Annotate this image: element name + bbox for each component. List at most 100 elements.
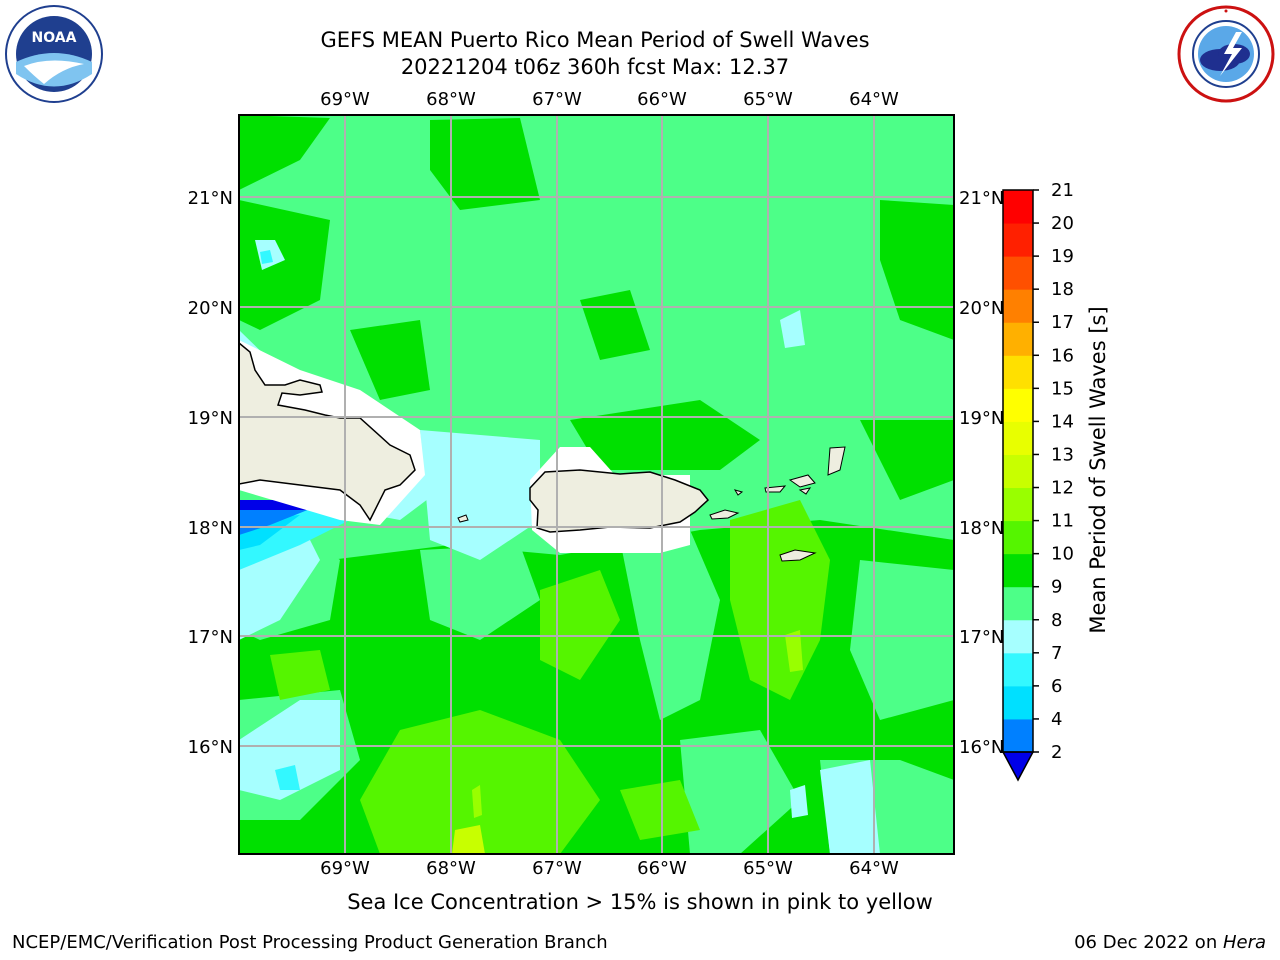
lat-tick-right: 20°N: [959, 298, 1004, 319]
field-low: [790, 785, 808, 818]
field-patch: [239, 200, 330, 330]
footer-host: Hera: [1222, 932, 1266, 953]
footer-date-text: 06 Dec 2022 on: [1074, 932, 1223, 953]
colorbar-band: [1003, 190, 1033, 224]
field-max: [730, 500, 830, 700]
sea-ice-note: Sea Ice Concentration > 15% is shown in …: [347, 890, 933, 914]
vieques-island: [709, 509, 740, 520]
colorbar-band: [1003, 685, 1033, 720]
lat-tick-left: 21°N: [188, 188, 233, 209]
anegada-island: [827, 446, 846, 476]
colorbar-band: [1003, 355, 1033, 389]
nws-logo-icon: [1177, 5, 1275, 103]
field-low: [239, 700, 340, 800]
lon-tick-top: 66°W: [637, 89, 687, 110]
field-lower: [260, 250, 273, 264]
st-croix-island: [779, 549, 817, 562]
colorbar-tick-label: 12: [1051, 478, 1074, 499]
noaa-logo-text: NOAA: [32, 30, 77, 46]
map-frame: [238, 114, 955, 855]
colorbar-band: [1003, 289, 1033, 323]
field-patch: [860, 420, 954, 500]
footer-date: 06 Dec 2022 on Hera: [1074, 932, 1266, 953]
lon-tick-bottom: 67°W: [532, 858, 582, 879]
colorbar-extend-min: [1001, 751, 1035, 782]
colorbar-tick-label: 11: [1051, 511, 1074, 532]
colorbar-band: [1003, 619, 1033, 654]
colorbar-tick-label: 20: [1051, 213, 1074, 234]
colorbar-tick-label: 7: [1051, 643, 1062, 664]
colorbar-tick-label: 13: [1051, 444, 1074, 465]
field-patch: [430, 118, 540, 210]
field-peak: [785, 630, 803, 672]
colorbar-outline: [1002, 189, 1034, 753]
colorbar-band: [1003, 388, 1033, 422]
map-field: [239, 115, 954, 854]
colorbar-tick-label: 21: [1051, 180, 1074, 201]
footer-credit: NCEP/EMC/Verification Post Processing Pr…: [12, 932, 608, 953]
colorbar-band: [1003, 256, 1033, 290]
lat-tick-right: 17°N: [959, 627, 1004, 648]
colorbar-tick-label: 19: [1051, 246, 1074, 267]
lat-tick-right: 18°N: [959, 518, 1004, 539]
colorbar-band: [1003, 586, 1033, 621]
lon-tick-bottom: 66°W: [637, 858, 687, 879]
lat-tick-labels-left: 21°N 20°N 19°N 18°N 17°N 16°N: [188, 188, 233, 758]
lat-tick-left: 20°N: [188, 298, 233, 319]
mona-island: [457, 514, 469, 523]
colorbar-band: [1003, 322, 1033, 356]
colorbar: 2 4 6 7 8 9 10 11 12 13 14 15 16 17 18 19 20 21: [1001, 180, 1074, 782]
field-lower: [275, 765, 300, 790]
lon-tick-bottom: 68°W: [426, 858, 476, 879]
colorbar-tick-label: 16: [1051, 345, 1074, 366]
colorbar-band: [1003, 553, 1033, 588]
colorbar-tick-label: 8: [1051, 610, 1062, 631]
virgin-islands: [798, 487, 812, 495]
colorbar-tick-label: 15: [1051, 378, 1074, 399]
field-max: [540, 570, 620, 680]
lat-tick-left: 19°N: [188, 408, 233, 429]
colorbar-tick-label: 18: [1051, 279, 1074, 300]
culebra-island: [733, 489, 744, 496]
colorbar-tick-label: 9: [1051, 577, 1062, 598]
lon-tick-bottom: 69°W: [320, 858, 370, 879]
field-peak: [472, 785, 482, 818]
field-patch: [680, 730, 800, 854]
field-low: [820, 760, 880, 854]
field-max: [620, 780, 700, 840]
field-patch: [880, 200, 954, 340]
chart-subtitle: 20221204 t06z 360h fcst Max: 12.37: [400, 55, 790, 79]
puerto-rico-landmass: [529, 469, 710, 533]
graticule: [239, 115, 954, 854]
virgin-islands: [764, 485, 787, 493]
colorbar-label: Mean Period of Swell Waves [s]: [1086, 306, 1110, 633]
lat-tick-left: 17°N: [188, 627, 233, 648]
colorbar-tick-label: 10: [1051, 544, 1074, 565]
colorbar-tick-label: 6: [1051, 676, 1062, 697]
colorbar-tick-label: 2: [1051, 742, 1062, 763]
field-patch: [239, 115, 330, 190]
lon-tick-bottom: 64°W: [849, 858, 899, 879]
lat-tick-labels-right: 21°N 20°N 19°N 18°N 17°N 16°N: [959, 188, 1004, 758]
colorbar-tick-label: 17: [1051, 312, 1074, 333]
colorbar-band: [1003, 487, 1033, 522]
colorbar-band: [1003, 652, 1033, 687]
colorbar-band: [1003, 454, 1033, 489]
field-patch: [620, 530, 720, 720]
field-patch: [350, 320, 430, 400]
noaa-logo-icon: NOAA: [5, 5, 103, 103]
lat-tick-right: 21°N: [959, 188, 1004, 209]
colorbar-band: [1003, 718, 1033, 753]
lon-tick-labels: 69°W 68°W 67°W 66°W 65°W 64°W 69°W 68°W …: [320, 89, 899, 879]
field-peak: [452, 825, 485, 854]
field-max: [270, 650, 330, 700]
lat-tick-left: 18°N: [188, 518, 233, 539]
lon-tick-top: 67°W: [532, 89, 582, 110]
field-low: [780, 310, 805, 348]
lon-tick-bottom: 65°W: [743, 858, 793, 879]
lon-tick-top: 69°W: [320, 89, 370, 110]
virgin-islands: [788, 474, 816, 488]
field-patch: [850, 560, 954, 720]
colorbar-band: [1003, 520, 1033, 555]
